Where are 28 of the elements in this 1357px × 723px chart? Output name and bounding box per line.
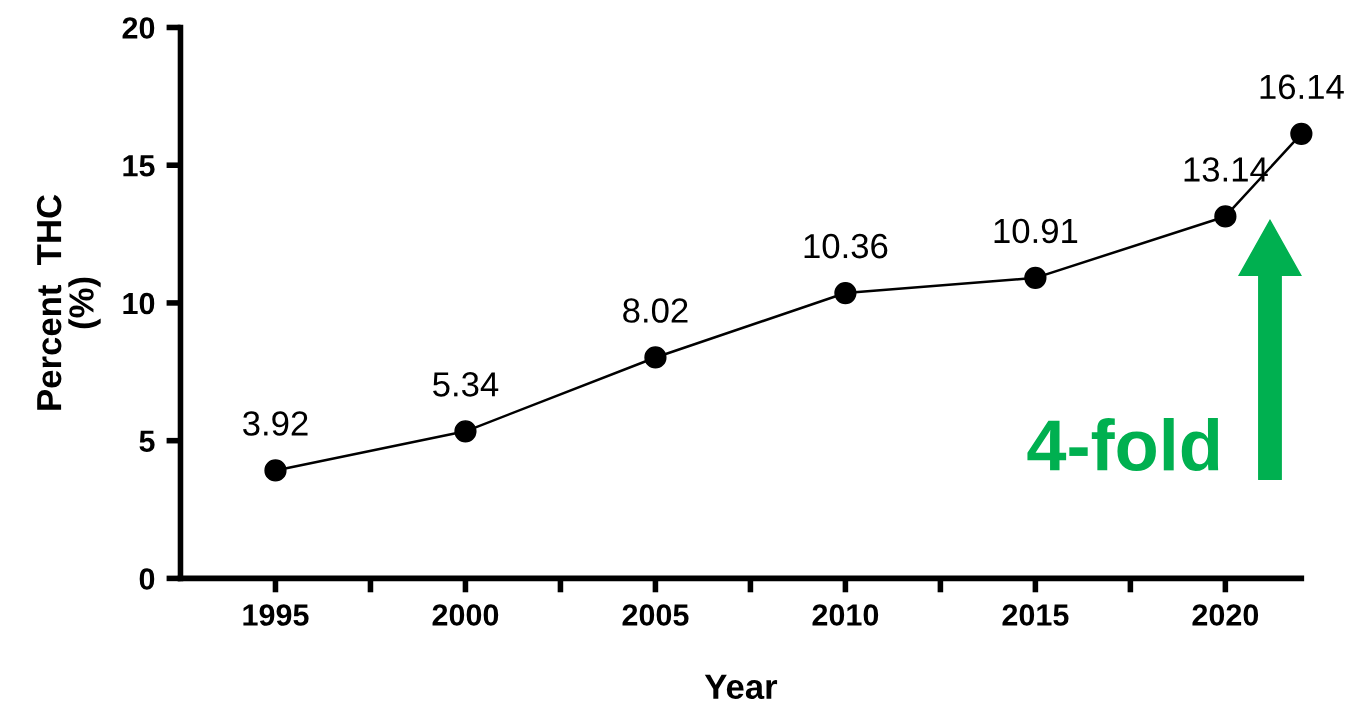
y-tick-label: 5	[139, 430, 155, 453]
y-tick-label: 20	[122, 17, 155, 39]
data-label: 5.34	[433, 372, 499, 397]
data-label: 8.02	[623, 298, 688, 323]
data-label: 10.91	[994, 218, 1078, 244]
annotation: 4-fold	[1027, 418, 1219, 472]
point	[454, 420, 477, 443]
x-axis-title: Year	[704, 674, 778, 700]
y-tick-label: 15	[123, 155, 155, 177]
data-label: 13.14	[1184, 157, 1268, 182]
y-tick-label: 0	[139, 568, 155, 590]
x-tick-label: 2000	[432, 604, 499, 626]
x-tick-label: 2010	[812, 604, 879, 626]
x-tick-label: 2015	[1002, 604, 1069, 626]
data-label: 16.14	[1260, 74, 1344, 100]
point	[1290, 122, 1313, 145]
point	[1024, 266, 1047, 289]
data-label: 10.36	[804, 233, 888, 259]
x-tick-label: 2020	[1192, 604, 1259, 626]
x-tick-label: 1995	[243, 604, 309, 626]
point	[1214, 205, 1237, 228]
y-tick-label: 10	[123, 292, 155, 315]
point	[644, 346, 667, 369]
point	[834, 281, 857, 305]
x-tick-label: 2005	[622, 604, 689, 626]
point	[264, 459, 287, 482]
y-axis-title: Percent THC (%)	[36, 194, 101, 410]
data-label: 3.92	[243, 411, 308, 436]
